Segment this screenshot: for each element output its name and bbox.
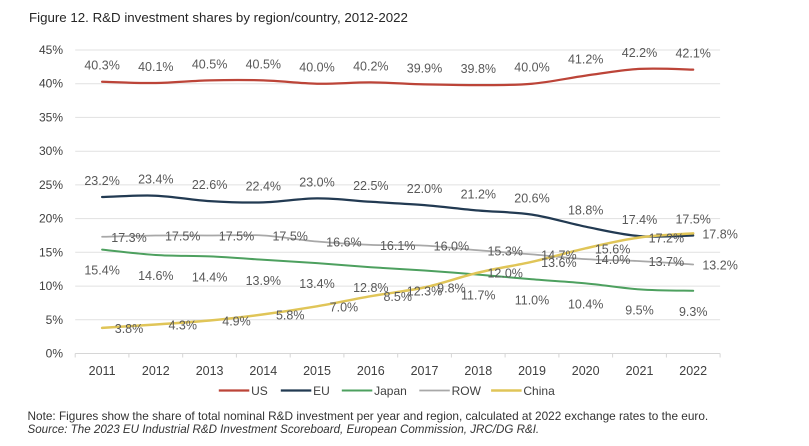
svg-text:13.2%: 13.2% bbox=[702, 259, 737, 273]
svg-text:2011: 2011 bbox=[89, 364, 116, 378]
svg-text:2019: 2019 bbox=[518, 364, 546, 378]
svg-text:40.5%: 40.5% bbox=[246, 57, 281, 71]
svg-text:15.6%: 15.6% bbox=[595, 242, 630, 256]
svg-text:41.2%: 41.2% bbox=[568, 53, 603, 67]
svg-text:20%: 20% bbox=[39, 212, 63, 226]
svg-text:9.5%: 9.5% bbox=[625, 303, 654, 317]
svg-text:13.9%: 13.9% bbox=[246, 274, 281, 288]
svg-text:14.7%: 14.7% bbox=[541, 248, 576, 262]
svg-text:39.8%: 39.8% bbox=[461, 62, 496, 76]
svg-text:13.7%: 13.7% bbox=[649, 255, 684, 269]
svg-text:40.1%: 40.1% bbox=[138, 60, 173, 74]
svg-text:7.0%: 7.0% bbox=[330, 300, 359, 314]
svg-text:China: China bbox=[523, 384, 555, 398]
svg-text:42.2%: 42.2% bbox=[622, 46, 657, 60]
svg-text:23.4%: 23.4% bbox=[138, 173, 173, 187]
svg-text:22.0%: 22.0% bbox=[407, 182, 442, 196]
svg-text:2014: 2014 bbox=[249, 364, 277, 378]
svg-text:17.8%: 17.8% bbox=[702, 227, 737, 241]
svg-text:17.3%: 17.3% bbox=[111, 231, 146, 245]
svg-text:20.6%: 20.6% bbox=[514, 192, 549, 206]
svg-text:14.4%: 14.4% bbox=[192, 270, 227, 284]
svg-text:42.1%: 42.1% bbox=[675, 47, 710, 61]
svg-text:40.0%: 40.0% bbox=[299, 61, 334, 75]
svg-text:21.2%: 21.2% bbox=[461, 188, 496, 202]
svg-text:16.6%: 16.6% bbox=[326, 236, 361, 250]
svg-text:5.8%: 5.8% bbox=[276, 308, 305, 322]
svg-text:40.2%: 40.2% bbox=[353, 59, 388, 73]
svg-text:17.4%: 17.4% bbox=[622, 213, 657, 227]
svg-text:9.3%: 9.3% bbox=[679, 305, 708, 319]
svg-text:ROW: ROW bbox=[452, 384, 482, 398]
svg-text:5%: 5% bbox=[46, 313, 64, 327]
svg-text:2020: 2020 bbox=[572, 364, 600, 378]
svg-text:17.5%: 17.5% bbox=[219, 230, 254, 244]
svg-text:8.5%: 8.5% bbox=[383, 290, 412, 304]
svg-text:US: US bbox=[251, 384, 268, 398]
svg-text:2018: 2018 bbox=[464, 364, 492, 378]
svg-text:17.5%: 17.5% bbox=[675, 213, 710, 227]
svg-text:10.4%: 10.4% bbox=[568, 297, 603, 311]
svg-text:11.7%: 11.7% bbox=[461, 289, 496, 303]
svg-text:22.5%: 22.5% bbox=[353, 179, 388, 193]
svg-text:12.0%: 12.0% bbox=[487, 267, 522, 281]
svg-text:0%: 0% bbox=[46, 347, 64, 361]
svg-text:2012: 2012 bbox=[142, 364, 170, 378]
svg-text:10%: 10% bbox=[39, 279, 63, 293]
svg-text:4.9%: 4.9% bbox=[222, 315, 251, 329]
svg-text:2015: 2015 bbox=[303, 364, 331, 378]
svg-text:16.1%: 16.1% bbox=[380, 239, 415, 253]
svg-text:25%: 25% bbox=[39, 178, 63, 192]
svg-text:40%: 40% bbox=[39, 77, 63, 91]
svg-text:2021: 2021 bbox=[626, 364, 654, 378]
svg-text:4.3%: 4.3% bbox=[168, 319, 197, 333]
svg-text:2016: 2016 bbox=[357, 364, 385, 378]
svg-text:40.0%: 40.0% bbox=[514, 61, 549, 75]
svg-text:35%: 35% bbox=[39, 110, 63, 124]
svg-text:13.4%: 13.4% bbox=[299, 277, 334, 291]
svg-text:23.2%: 23.2% bbox=[84, 174, 119, 188]
svg-text:30%: 30% bbox=[39, 144, 63, 158]
svg-text:Japan: Japan bbox=[374, 384, 407, 398]
svg-text:22.4%: 22.4% bbox=[246, 179, 281, 193]
svg-text:13.6%: 13.6% bbox=[541, 256, 576, 270]
svg-text:45%: 45% bbox=[39, 43, 63, 57]
svg-text:12.8%: 12.8% bbox=[353, 281, 388, 295]
svg-text:14.0%: 14.0% bbox=[595, 253, 630, 267]
svg-text:14.6%: 14.6% bbox=[138, 269, 173, 283]
svg-text:15%: 15% bbox=[39, 245, 63, 259]
svg-text:15.3%: 15.3% bbox=[487, 244, 522, 258]
svg-text:2022: 2022 bbox=[679, 364, 707, 378]
svg-text:16.0%: 16.0% bbox=[434, 240, 469, 254]
svg-text:11.0%: 11.0% bbox=[515, 293, 550, 307]
svg-text:15.4%: 15.4% bbox=[84, 264, 119, 278]
svg-text:22.6%: 22.6% bbox=[192, 178, 227, 192]
svg-text:EU: EU bbox=[313, 384, 330, 398]
svg-text:9.8%: 9.8% bbox=[437, 281, 466, 295]
svg-text:39.9%: 39.9% bbox=[407, 61, 442, 75]
svg-text:2013: 2013 bbox=[196, 364, 224, 378]
svg-text:40.5%: 40.5% bbox=[192, 57, 227, 71]
svg-text:40.3%: 40.3% bbox=[84, 59, 119, 73]
svg-text:3.8%: 3.8% bbox=[115, 322, 144, 336]
svg-text:17.2%: 17.2% bbox=[649, 232, 684, 246]
svg-text:17.5%: 17.5% bbox=[272, 230, 307, 244]
svg-text:23.0%: 23.0% bbox=[299, 175, 334, 189]
svg-text:17.5%: 17.5% bbox=[165, 230, 200, 244]
svg-text:2017: 2017 bbox=[411, 364, 439, 378]
svg-text:12.3%: 12.3% bbox=[407, 285, 442, 299]
svg-text:18.8%: 18.8% bbox=[568, 204, 603, 218]
